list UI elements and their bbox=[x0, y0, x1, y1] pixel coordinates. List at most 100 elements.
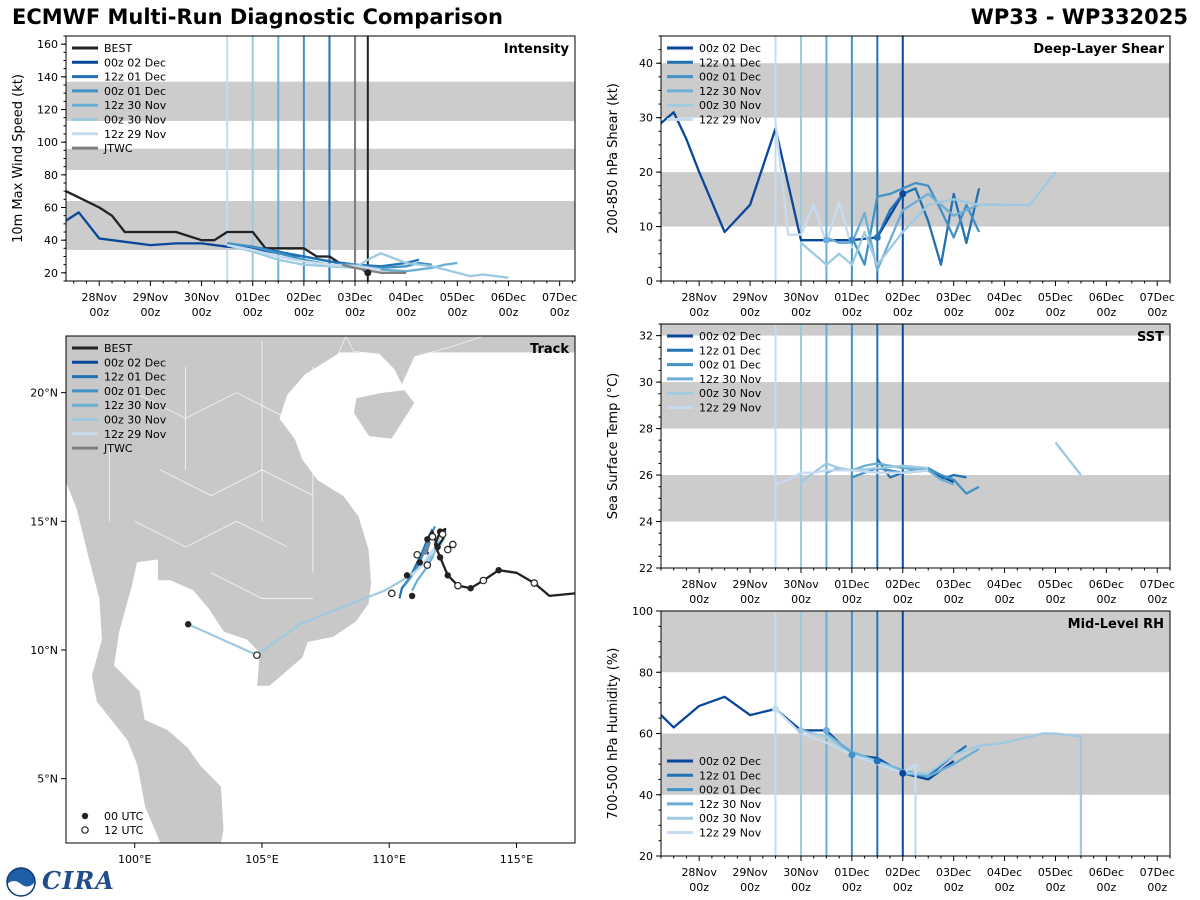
intensity-legend-label: BEST bbox=[104, 42, 132, 55]
track-point-12utc bbox=[443, 545, 452, 554]
track-lat-label: 5°N bbox=[37, 773, 58, 786]
track-land-indochina bbox=[66, 336, 372, 843]
sst-xtick-day: 02Dec bbox=[885, 578, 920, 591]
shear-xtick-day: 30Nov bbox=[783, 291, 819, 304]
intensity-xtick-day: 30Nov bbox=[184, 291, 220, 304]
intensity-xtick-hour: 00z bbox=[499, 306, 519, 319]
intensity-xtick-day: 05Dec bbox=[440, 291, 475, 304]
intensity-xtick-day: 04Dec bbox=[389, 291, 424, 304]
intensity-chart bbox=[61, 35, 576, 286]
track-legend-label: 00z 01 Dec bbox=[104, 385, 166, 398]
intensity-legend-label: JTWC bbox=[103, 142, 133, 155]
sst-xtick-hour: 00z bbox=[995, 593, 1015, 606]
intensity-series-line bbox=[226, 243, 381, 271]
rh-xtick-day: 06Dec bbox=[1089, 866, 1124, 879]
intensity-xtick-hour: 00z bbox=[243, 306, 263, 319]
rh-series-line bbox=[774, 708, 917, 856]
sst-ylabel: Sea Surface Temp (°C) bbox=[606, 373, 621, 520]
rh-xtick-day: 28Nov bbox=[681, 866, 717, 879]
rh-plot-area bbox=[661, 611, 1170, 856]
rh-legend-label: 12z 30 Nov bbox=[699, 798, 762, 811]
sst-series-line bbox=[775, 469, 929, 486]
track-lat-label: 20°N bbox=[30, 387, 58, 400]
track-point-00utc bbox=[444, 572, 451, 579]
rh-xtick-day: 03Dec bbox=[936, 866, 971, 879]
intensity-xtick-day: 01Dec bbox=[235, 291, 270, 304]
rh-data-point bbox=[873, 757, 881, 765]
shear-xtick-day: 28Nov bbox=[681, 291, 717, 304]
sst-xtick-day: 30Nov bbox=[783, 578, 819, 591]
intensity-series-line bbox=[226, 243, 509, 279]
track-point-00utc bbox=[495, 566, 502, 574]
track-legend-label: JTWC bbox=[103, 442, 133, 455]
rh-xtick-hour: 00z bbox=[995, 881, 1015, 894]
rh-xtick-day: 02Dec bbox=[885, 866, 920, 879]
shear-band bbox=[661, 63, 1170, 118]
rh-band bbox=[661, 611, 1170, 673]
intensity-xtick-hour: 00z bbox=[294, 306, 314, 319]
sst-legend-label: 00z 30 Nov bbox=[699, 387, 762, 400]
rh-xtick-day: 29Nov bbox=[732, 866, 768, 879]
shear-xtick-hour: 00z bbox=[1147, 306, 1167, 319]
track-plot-area bbox=[66, 336, 575, 843]
sst-xtick-hour: 00z bbox=[1046, 593, 1066, 606]
intensity-xtick-day: 28Nov bbox=[82, 291, 118, 304]
intensity-xtick-day: 06Dec bbox=[491, 291, 526, 304]
rh-xtick-day: 30Nov bbox=[783, 866, 819, 879]
track-legend-00utc-label: 00 UTC bbox=[104, 810, 144, 823]
shear-xtick-day: 06Dec bbox=[1089, 291, 1124, 304]
sst-ytick-label: 30 bbox=[639, 376, 653, 389]
rh-xtick-hour: 00z bbox=[1147, 881, 1167, 894]
track-point-12utc bbox=[413, 550, 422, 559]
rh-ytick-label: 60 bbox=[639, 728, 653, 741]
track-legend-12utc-marker bbox=[81, 826, 89, 834]
intensity-data-point bbox=[364, 269, 372, 277]
shear-series-line bbox=[876, 187, 981, 266]
rh-legend-label: 00z 02 Dec bbox=[699, 755, 761, 768]
shear-xtick-day: 03Dec bbox=[936, 291, 971, 304]
intensity-xtick-hour: 00z bbox=[345, 306, 365, 319]
cira-logo-text: CIRA bbox=[42, 866, 115, 895]
track-legend-label: 00z 02 Dec bbox=[104, 356, 166, 369]
intensity-xtick-hour: 00z bbox=[550, 306, 570, 319]
intensity-xtick-day: 07Dec bbox=[542, 291, 577, 304]
cira-logo: CIRA bbox=[4, 866, 116, 898]
track-land-china bbox=[345, 336, 575, 386]
intensity-legend-label: 12z 29 Nov bbox=[104, 128, 167, 141]
track-point-12utc bbox=[438, 530, 447, 538]
track-lon-label: 115°E bbox=[500, 853, 533, 866]
shear-xtick-hour: 00z bbox=[740, 306, 760, 319]
sst-xtick-hour: 00z bbox=[842, 593, 862, 606]
shear-series-line bbox=[850, 181, 981, 266]
track-map bbox=[61, 335, 576, 848]
track-frame bbox=[65, 335, 576, 844]
track-point-12utc bbox=[428, 532, 437, 541]
intensity-ytick-label: 40 bbox=[44, 234, 58, 247]
shear-xtick-day: 05Dec bbox=[1038, 291, 1073, 304]
intensity-xtick-hour: 00z bbox=[447, 306, 467, 319]
shear-data-point bbox=[899, 190, 907, 198]
rh-xtick-hour: 00z bbox=[944, 881, 964, 894]
sst-legend-label: 00z 01 Dec bbox=[699, 359, 761, 372]
track-point-12utc bbox=[479, 576, 488, 585]
intensity-legend-label: 00z 01 Dec bbox=[104, 85, 166, 98]
track-point-12utc bbox=[387, 589, 396, 598]
rh-xtick-hour: 00z bbox=[842, 881, 862, 894]
rh-chart bbox=[656, 610, 1171, 861]
shear-xtick-day: 07Dec bbox=[1140, 291, 1175, 304]
rh-data-point bbox=[772, 705, 780, 713]
shear-xtick-day: 29Nov bbox=[732, 291, 768, 304]
intensity-xtick-hour: 00z bbox=[192, 306, 212, 319]
intensity-panel-title: Intensity bbox=[504, 42, 570, 57]
rh-ytick-label: 40 bbox=[639, 789, 653, 802]
track-legend-label: BEST bbox=[104, 342, 132, 355]
shear-legend-label: 00z 01 Dec bbox=[699, 71, 761, 84]
track-land-hainan bbox=[353, 389, 416, 440]
shear-xtick-hour: 00z bbox=[944, 306, 964, 319]
shear-ytick-label: 30 bbox=[639, 112, 653, 125]
rh-xtick-day: 07Dec bbox=[1140, 866, 1175, 879]
intensity-xtick-day: 03Dec bbox=[337, 291, 372, 304]
sst-legend-label: 12z 30 Nov bbox=[699, 373, 762, 386]
shear-ytick-label: 10 bbox=[639, 221, 653, 234]
